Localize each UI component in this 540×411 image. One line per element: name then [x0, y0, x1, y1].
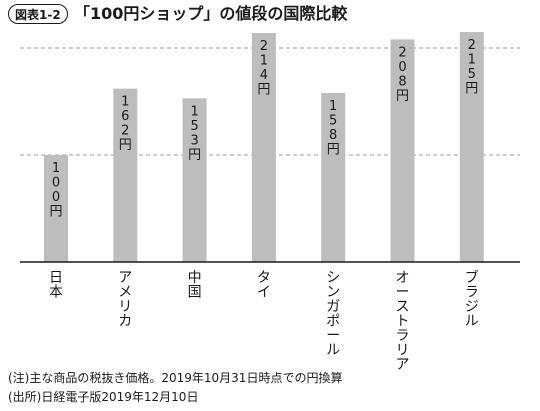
bar: [321, 92, 346, 262]
category-label: 中国: [188, 270, 202, 301]
source-text: (出所)日経電子版2019年12月10日: [8, 390, 199, 404]
category-label: ブラジル: [465, 269, 479, 330]
category-label: オーストラリア: [396, 270, 410, 373]
category-label: 日本: [49, 270, 63, 301]
bar: [113, 88, 138, 262]
figure-label: 図表1-2: [8, 4, 68, 24]
category-label: アメリカ: [118, 270, 132, 330]
bar: [182, 98, 207, 262]
chart-title: 「100円ショップ」の値段の国際比較: [74, 4, 348, 23]
category-label: シンガポール: [326, 270, 340, 359]
note-text: (注)主な商品の税抜き価格。2019年10月31日時点での円換算: [8, 371, 343, 385]
bar: [459, 31, 484, 263]
bar: [44, 155, 68, 262]
bar: [251, 33, 276, 262]
category-label: タイ: [257, 270, 271, 301]
bar: [390, 39, 415, 262]
